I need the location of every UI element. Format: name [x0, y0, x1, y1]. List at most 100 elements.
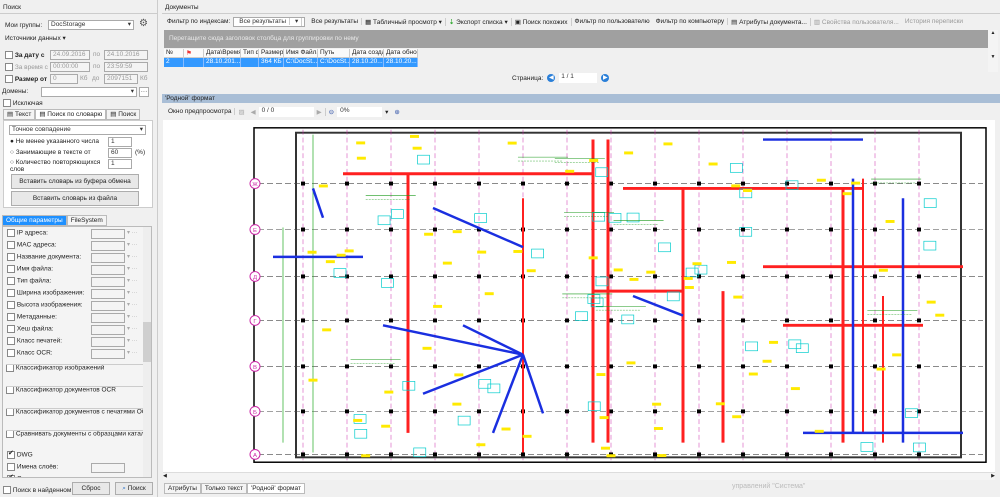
param-checkbox[interactable]: [7, 265, 15, 273]
params-scrollbar[interactable]: [143, 227, 151, 477]
param-field[interactable]: [91, 277, 125, 287]
tab-native-format[interactable]: 'Родной' формат: [247, 483, 305, 494]
repeat-field[interactable]: 1: [108, 159, 132, 169]
domains-more-button[interactable]: ···: [139, 87, 149, 97]
column-header[interactable]: Путь: [318, 49, 350, 57]
param-more-button[interactable]: ▾ ···: [127, 338, 138, 344]
correspondence-history-button[interactable]: История переписки: [904, 18, 964, 25]
tab-filesystem[interactable]: FileSystem: [66, 215, 107, 226]
zoom-out-icon[interactable]: ⊖: [328, 108, 335, 116]
param-checkbox[interactable]: [7, 229, 15, 237]
next-icon[interactable]: ▶: [314, 107, 326, 116]
tab-text[interactable]: ▤ Текст: [3, 109, 36, 120]
prev-icon[interactable]: ◀: [250, 108, 256, 116]
param-checkbox[interactable]: [7, 301, 15, 309]
column-header[interactable]: Дата созда: [352, 49, 384, 57]
percent-field[interactable]: 60: [108, 148, 132, 158]
size-to-field[interactable]: 2097151: [104, 74, 138, 84]
gear-icon[interactable]: ⚙: [139, 18, 148, 29]
layer-names-checkbox[interactable]: [7, 463, 15, 471]
param-checkbox[interactable]: [7, 325, 15, 333]
param-field[interactable]: [91, 253, 125, 263]
param-more-button[interactable]: ▾ ···: [127, 278, 138, 284]
tab-general-params[interactable]: Общие параметры: [2, 215, 67, 226]
table-scrollbar[interactable]: ▲ ▼: [988, 30, 998, 72]
radio-repeat[interactable]: ○ Количество повторяющихся слов: [10, 159, 101, 173]
layer-names-field[interactable]: [91, 463, 125, 473]
dwg-checkbox[interactable]: [7, 449, 15, 459]
date-from-field[interactable]: 24.09.2016: [50, 50, 90, 60]
match-mode-select[interactable]: Точное совпадение ▾: [9, 125, 146, 135]
classifier-checkbox[interactable]: [6, 365, 14, 373]
tab-attributes[interactable]: Атрибуты: [164, 483, 201, 494]
param-checkbox[interactable]: [7, 253, 15, 261]
param-more-button[interactable]: ▾ ···: [127, 266, 138, 272]
user-properties-button[interactable]: ▥ Свойства пользователя...: [813, 18, 899, 26]
document-attributes-button[interactable]: ▤ Атрибуты документа...: [728, 17, 811, 26]
filter-by-computer-button[interactable]: Фильтр по компьютеру: [653, 18, 729, 25]
tab-search[interactable]: ▤ Поиск: [106, 109, 141, 120]
hidden-layers-checkbox[interactable]: [7, 473, 15, 477]
time-to-field[interactable]: 23:59:59: [104, 62, 148, 72]
data-sources-dropdown[interactable]: Источники данных: [5, 35, 61, 42]
preview-hscrollbar[interactable]: ◀ ▶: [163, 472, 995, 480]
size-checkbox[interactable]: [5, 75, 13, 84]
preview-page-field[interactable]: 0 / 0: [258, 106, 314, 117]
param-field[interactable]: [91, 313, 125, 323]
classifier-checkbox[interactable]: [6, 409, 14, 417]
param-checkbox[interactable]: [7, 349, 15, 357]
search-in-found-checkbox[interactable]: [3, 486, 11, 495]
filter-by-user-button[interactable]: Фильтр по пользователю: [574, 18, 650, 25]
param-field[interactable]: [91, 301, 125, 311]
param-more-button[interactable]: ▾ ···: [127, 302, 138, 308]
time-from-field[interactable]: 00:00:00: [50, 62, 90, 72]
date-to-field[interactable]: 24.10.2016: [104, 50, 148, 60]
filter-select[interactable]: Все результаты ▾: [233, 16, 306, 27]
zoom-in-icon[interactable]: ⊕: [394, 108, 400, 116]
classifier-checkbox[interactable]: [6, 387, 14, 395]
param-field[interactable]: [91, 325, 125, 335]
edit-icon[interactable]: ▨: [238, 108, 245, 116]
domains-select[interactable]: ▾: [41, 87, 137, 97]
column-header[interactable]: ⚑: [184, 49, 204, 57]
export-list-button[interactable]: ⇣ Экспорт списка ▾: [446, 17, 512, 26]
param-field[interactable]: [91, 289, 125, 299]
column-header[interactable]: №: [164, 49, 184, 57]
page-field[interactable]: 1 / 1: [559, 73, 598, 83]
radio-min-count[interactable]: ● Не менее указанного числа: [10, 138, 100, 145]
param-more-button[interactable]: ▾ ···: [127, 230, 138, 236]
param-more-button[interactable]: ▾ ···: [127, 254, 138, 260]
param-more-button[interactable]: ▾ ···: [127, 290, 138, 296]
all-results-button[interactable]: Все результаты: [308, 18, 363, 25]
param-field[interactable]: [91, 229, 125, 239]
tab-text-only[interactable]: Только текст: [200, 483, 248, 494]
paste-file-button[interactable]: Вставить словарь из файла: [11, 191, 139, 206]
time-checkbox[interactable]: [5, 63, 13, 72]
column-header[interactable]: Имя Файла: [286, 49, 318, 57]
param-checkbox[interactable]: [7, 277, 15, 285]
param-checkbox[interactable]: [7, 289, 15, 297]
table-row[interactable]: 2 28.10.201... 364 КБ C:\DocSt... C:\DocSt..…: [164, 58, 418, 67]
column-header[interactable]: Размер: [261, 49, 284, 57]
param-field[interactable]: [91, 337, 125, 347]
classifier-checkbox[interactable]: [6, 431, 14, 439]
column-header[interactable]: Дата обнов: [386, 49, 418, 57]
zoom-field[interactable]: 0%: [337, 106, 383, 117]
param-field[interactable]: [91, 241, 125, 251]
param-more-button[interactable]: ▾ ···: [127, 314, 138, 320]
column-header[interactable]: Дата\Время: [206, 49, 241, 57]
param-checkbox[interactable]: [7, 337, 15, 345]
param-checkbox[interactable]: [7, 241, 15, 249]
param-field[interactable]: [91, 349, 125, 359]
column-header[interactable]: Тип фа: [241, 49, 259, 57]
radio-percent[interactable]: ○ Занимающие в тексте от: [10, 149, 91, 156]
group-by-area[interactable]: Перетащите сюда заголовок столбца для гр…: [164, 30, 988, 48]
min-count-field[interactable]: 1: [108, 137, 132, 147]
search-button[interactable]: ⌕ Поиск: [115, 482, 153, 495]
my-groups-select[interactable]: DocStorage ▾: [48, 20, 134, 30]
param-more-button[interactable]: ▾ ···: [127, 350, 138, 356]
param-checkbox[interactable]: [7, 313, 15, 321]
exclude-checkbox[interactable]: [3, 99, 11, 108]
find-similar-button[interactable]: ▣ Поиск похожих: [512, 17, 572, 26]
size-from-field[interactable]: 0: [50, 74, 78, 84]
